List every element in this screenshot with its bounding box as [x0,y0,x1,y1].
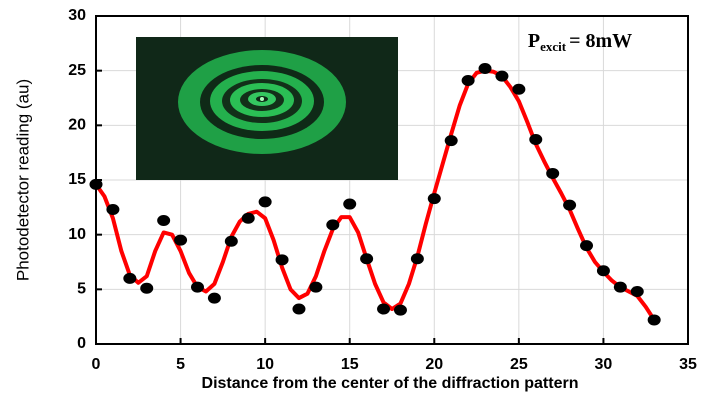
plot-layer [89,15,689,345]
y-axis-label: Photodetector reading (au) [13,79,32,281]
y-tick-label: 10 [68,226,86,243]
data-point [410,253,424,265]
annotation-sub: excit [540,39,567,54]
data-point [292,303,306,315]
data-point [444,135,458,147]
y-tick-label: 25 [68,62,86,79]
inset-image [136,37,398,180]
data-point [546,167,560,179]
data-point [512,83,526,95]
y-tick-label: 5 [77,281,86,298]
annotation-main: P [528,30,540,52]
y-tick-label: 15 [68,171,86,188]
x-tick-label: 20 [425,356,443,373]
x-tick-label: 5 [176,356,185,373]
data-point [174,234,188,246]
data-point [630,286,644,298]
x-tick-label: 15 [341,356,359,373]
data-point [309,281,323,293]
data-point [258,196,272,208]
data-point [563,199,577,211]
data-point [326,219,340,231]
data-point [190,281,204,293]
data-point [207,292,221,304]
data-point [106,204,120,216]
data-point [647,314,661,326]
data-point [427,193,441,205]
data-point [224,235,238,247]
x-axis-label: Distance from the center of the diffract… [202,375,579,392]
data-point [123,272,137,284]
data-point [495,70,509,82]
data-point [613,281,627,293]
plot-frame [95,15,689,345]
data-point [140,282,154,294]
annotation: Pexcit = 8mW [528,30,632,54]
x-tick-label: 30 [595,356,613,373]
data-point [275,254,289,266]
y-tick-label: 20 [68,117,86,134]
data-point [393,304,407,316]
data-point [596,265,610,277]
fit-curve [94,68,656,322]
annotation-rest: = 8mW [569,30,632,52]
y-tick-label: 0 [77,335,86,352]
data-point [157,214,171,226]
data-point [343,198,357,210]
y-tick-label: 30 [68,7,86,24]
data-point [461,75,475,87]
data-point [580,240,594,252]
x-tick-label: 10 [256,356,274,373]
x-tick-label: 25 [510,356,528,373]
data-point [478,62,492,74]
data-point [241,212,255,224]
data-point [529,134,543,146]
data-point [360,253,374,265]
x-tick-label: 0 [92,356,101,373]
x-tick-label: 35 [679,356,697,373]
data-point [377,303,391,315]
